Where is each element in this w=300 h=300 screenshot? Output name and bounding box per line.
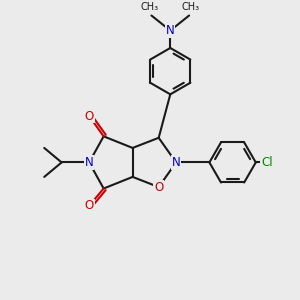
Text: O: O — [85, 110, 94, 123]
Text: CH₃: CH₃ — [182, 2, 200, 12]
Text: O: O — [85, 200, 94, 212]
Text: N: N — [172, 156, 181, 169]
Text: N: N — [166, 24, 175, 37]
Text: Cl: Cl — [261, 156, 273, 169]
Text: CH₃: CH₃ — [141, 2, 159, 12]
Text: O: O — [154, 181, 163, 194]
Text: N: N — [85, 156, 94, 169]
